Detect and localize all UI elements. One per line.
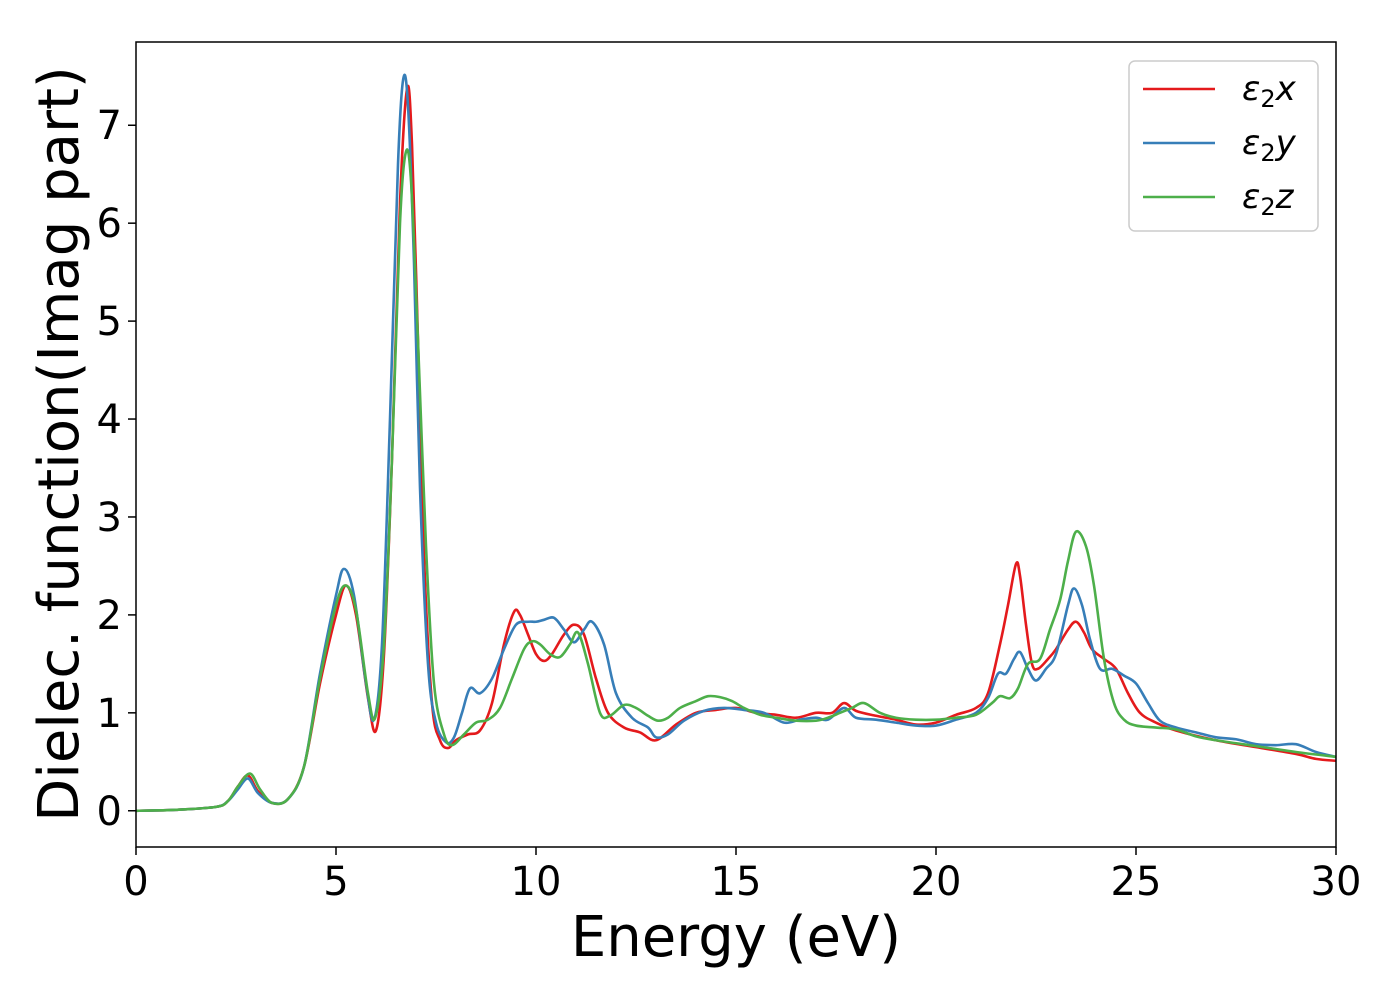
y-axis-title: Dielec. function(Imag part): [27, 66, 92, 822]
y-tick-label-2: 1: [97, 691, 122, 737]
y-tick-label-4: 3: [97, 495, 122, 541]
x-tick-label-6: 25: [1111, 859, 1162, 905]
legend-label-2: ε2y: [1242, 123, 1297, 167]
x-tick-label-7: 30: [1311, 859, 1362, 905]
legend-label-3: ε2z: [1242, 177, 1295, 221]
legend-box: [1128, 60, 1319, 232]
y-tick-label-8: 7: [97, 103, 122, 149]
x-axis-title: Energy (eV): [571, 905, 901, 970]
x-tick-label-4: 15: [711, 859, 762, 905]
y-tick-label-6: 5: [97, 299, 122, 345]
y-axis: 0 1 2 3 4 5 6 7: [97, 103, 136, 835]
series-line-3: [136, 148, 1336, 813]
series-layer: [136, 73, 1336, 813]
x-tick-label-3: 10: [511, 859, 562, 905]
x-tick-label-1: 0: [123, 859, 148, 905]
y-tick-label-7: 6: [97, 201, 122, 247]
y-tick-label-5: 4: [97, 397, 122, 443]
x-tick-label-2: 5: [323, 859, 348, 905]
y-tick-label-1: 0: [97, 789, 122, 835]
legend-label-1: ε2x: [1242, 69, 1297, 113]
series-line-1: [136, 84, 1336, 813]
x-tick-label-5: 20: [911, 859, 962, 905]
x-axis: 0 5 10 15 20 25 30: [123, 847, 1361, 905]
y-tick-label-3: 2: [97, 593, 122, 639]
legend: ε2x ε2y ε2z: [1128, 60, 1319, 232]
